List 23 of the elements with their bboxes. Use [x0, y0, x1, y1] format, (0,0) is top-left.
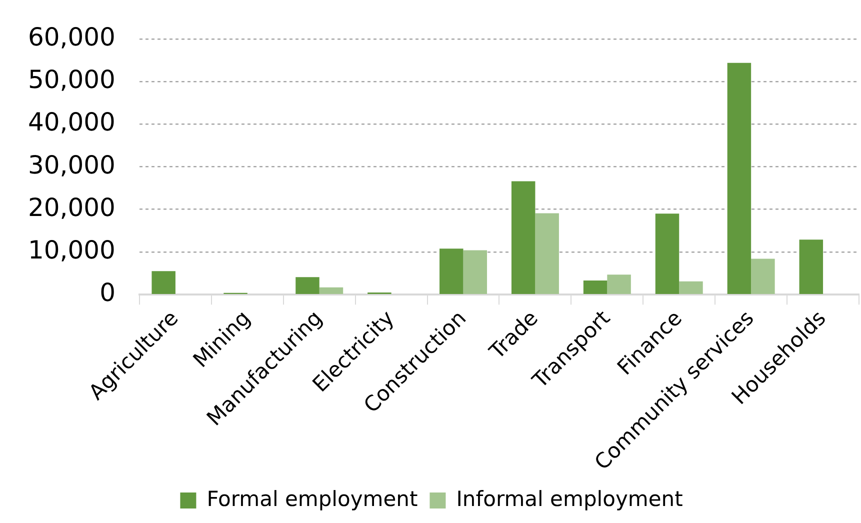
y-tick-label: 50,000: [28, 65, 116, 94]
bar: [319, 287, 344, 294]
bar: [607, 274, 631, 294]
bar: [440, 248, 464, 294]
y-tick-label: 20,000: [28, 192, 116, 222]
y-tick-label: 60,000: [28, 22, 116, 52]
bar: [583, 280, 608, 294]
bar: [296, 277, 320, 294]
y-tick-label: 10,000: [28, 235, 116, 264]
legend-label: Formal employment: [206, 486, 418, 511]
bar: [727, 62, 752, 294]
bar: [655, 214, 680, 294]
bar: [535, 213, 559, 294]
y-tick-label: 30,000: [28, 150, 116, 180]
bar: [679, 281, 703, 294]
bar: [511, 181, 536, 294]
bar: [463, 250, 488, 294]
bar: [152, 271, 176, 294]
bar: [751, 258, 775, 294]
bar: [799, 240, 824, 294]
y-tick-label: 0: [100, 278, 116, 308]
legend-label: Informal employment: [456, 486, 683, 511]
y-tick-label: 40,000: [28, 108, 116, 137]
